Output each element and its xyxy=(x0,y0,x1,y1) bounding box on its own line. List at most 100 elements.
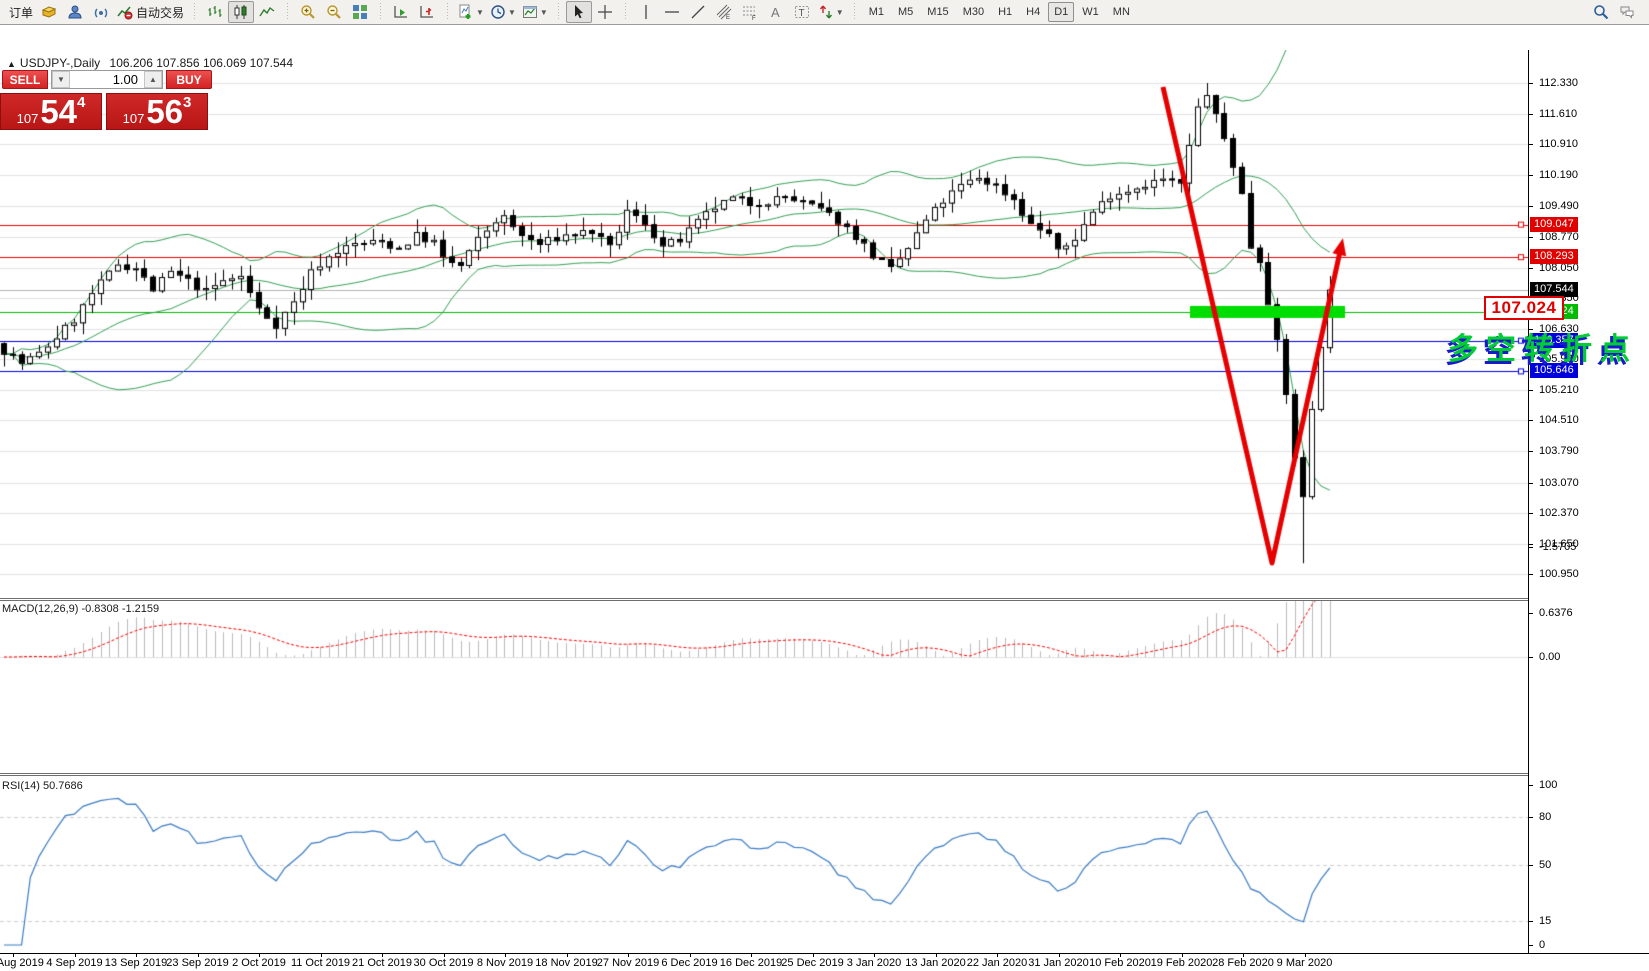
price-tick-mark xyxy=(1529,205,1533,207)
crosshair-button[interactable] xyxy=(592,1,618,23)
price-axis[interactable]: 112.330 111.610 110.910 110.190 109.490 108.7… xyxy=(1528,50,1649,953)
price-tick-label: 103.070 xyxy=(1539,476,1579,489)
templates-button[interactable]: ▼ xyxy=(519,1,551,23)
date-tick-mark xyxy=(136,954,137,957)
rsi-tick-label: 80 xyxy=(1539,811,1552,823)
vertical-line-button[interactable] xyxy=(633,1,659,23)
date-tick-mark xyxy=(1304,954,1306,957)
price-tick-label: 102.370 xyxy=(1539,506,1579,519)
periods-caret-icon: ▼ xyxy=(507,7,516,17)
buy-price-box[interactable]: 107 56 3 xyxy=(106,93,208,130)
arrows-caret-icon: ▼ xyxy=(835,7,844,17)
date-tick-mark xyxy=(320,954,322,957)
sell-price-figure: 107 xyxy=(16,111,39,126)
rsi-tick-mark xyxy=(1529,817,1533,818)
sell-price-box[interactable]: 107 54 4 xyxy=(0,93,102,130)
rsi-indicator-label: RSI(14) 50.7686 xyxy=(2,780,83,792)
timeframe-button-h1[interactable]: H1 xyxy=(998,6,1013,18)
equidistant-channel-button[interactable]: E xyxy=(711,1,737,23)
equidistant-channel-icon: E xyxy=(716,4,732,20)
date-tick-mark xyxy=(443,954,445,957)
timeframe-button-mn[interactable]: MN xyxy=(1112,6,1130,18)
text-label-button[interactable]: T xyxy=(789,1,815,23)
macd-tick-label: -1.5705 xyxy=(1539,541,1577,553)
indicators-button[interactable]: ▼ xyxy=(455,1,487,23)
toolbar-separator xyxy=(555,3,561,21)
chart-title: ▲ USDJPY-,Daily 106.206 107.856 106.069 1… xyxy=(7,56,293,70)
profile-button[interactable] xyxy=(62,1,88,23)
chart-shift-button[interactable] xyxy=(414,1,440,23)
market-book-icon[interactable] xyxy=(36,1,62,23)
price-tick-label: 100.950 xyxy=(1539,568,1579,580)
auto-scroll-button[interactable] xyxy=(388,1,414,23)
svg-text:E: E xyxy=(726,15,730,20)
date-tick-mark xyxy=(382,954,383,957)
zoom-out-icon xyxy=(327,5,341,19)
timeframe-button-h4[interactable]: H4 xyxy=(1026,6,1041,18)
volume-increase-button[interactable]: ▲ xyxy=(144,71,162,88)
timeframe-button-m15[interactable]: M15 xyxy=(927,6,949,18)
rsi-tick-label: 15 xyxy=(1539,915,1552,927)
price-tick-label: 103.790 xyxy=(1539,445,1579,458)
price-tick-label: 104.510 xyxy=(1539,414,1579,427)
sell-button[interactable]: SELL xyxy=(2,70,48,89)
rsi-tick-mark xyxy=(1529,945,1533,946)
chat-icon xyxy=(1620,6,1634,19)
horizontal-line-button[interactable] xyxy=(659,1,685,23)
zoom-in-button[interactable] xyxy=(295,1,321,23)
auto-scroll-icon xyxy=(394,6,408,18)
chat-button[interactable] xyxy=(1614,1,1640,23)
price-tick-label: 108.770 xyxy=(1539,230,1579,243)
tile-windows-button[interactable] xyxy=(347,1,373,23)
timeframe-button-w1[interactable]: W1 xyxy=(1082,6,1099,18)
date-label: 22 Jan 2020 xyxy=(966,957,1028,969)
periods-clock-icon xyxy=(491,5,505,19)
timeframe-button-d1[interactable]: D1 xyxy=(1048,2,1075,22)
templates-icon xyxy=(522,6,537,18)
chart-window: 112.330 111.610 110.910 110.190 109.490 108.7… xyxy=(0,25,1649,971)
cursor-button[interactable] xyxy=(565,1,592,23)
arrows-button[interactable]: ▼ xyxy=(815,1,847,23)
timeframe-button-m30[interactable]: M30 xyxy=(962,6,985,18)
timeframe-button-m1[interactable]: M1 xyxy=(868,6,884,18)
price-chart-canvas[interactable] xyxy=(0,50,1528,598)
date-label: 13 Sep 2019 xyxy=(104,957,168,969)
candlestick-chart-button[interactable] xyxy=(228,1,255,23)
cursor-icon xyxy=(574,5,583,19)
panel-divider[interactable] xyxy=(0,773,1649,776)
text-button[interactable]: A xyxy=(763,1,789,23)
macd-tick-mark xyxy=(1529,547,1533,548)
timeframe-button-m5[interactable]: M5 xyxy=(898,6,914,18)
buy-button[interactable]: BUY xyxy=(166,70,212,89)
rsi-tick-label: 50 xyxy=(1539,859,1552,871)
periods-button[interactable]: ▼ xyxy=(487,1,519,23)
crosshair-icon xyxy=(597,5,612,19)
turning-point-annotation[interactable]: 多空转折点 xyxy=(1448,333,1638,366)
support-price-callout[interactable]: 107.024 xyxy=(1484,296,1564,320)
buy-price-pips: 56 xyxy=(146,93,184,130)
autotrading-button[interactable]: 自动交易 xyxy=(114,1,187,23)
panel-divider[interactable] xyxy=(0,598,1649,601)
price-tick-label: 109.490 xyxy=(1539,199,1579,212)
line-chart-button[interactable] xyxy=(254,1,280,23)
date-tick-mark xyxy=(505,954,506,957)
search-button[interactable] xyxy=(1588,1,1614,23)
toolbar-separator xyxy=(851,3,857,21)
zoom-out-button[interactable] xyxy=(321,1,347,23)
new-order-button[interactable]: 订单 xyxy=(3,1,36,23)
price-tick-mark xyxy=(1529,574,1533,575)
one-click-trading-panel: SELL ▼ 1.00 ▲ BUY 107 54 4 107 56 3 xyxy=(0,70,212,130)
toolbar-separator xyxy=(622,3,628,21)
signals-button[interactable] xyxy=(88,1,114,23)
trendline-button[interactable] xyxy=(685,1,711,23)
macd-panel-canvas[interactable] xyxy=(0,601,1528,773)
rsi-panel-canvas[interactable] xyxy=(0,776,1528,951)
macd-indicator-label: MACD(12,26,9) -0.8308 -1.2159 xyxy=(2,603,160,615)
date-tick-mark xyxy=(13,954,14,957)
volume-value[interactable]: 1.00 xyxy=(112,72,138,87)
fibonacci-button[interactable]: F xyxy=(737,1,763,23)
price-line-label: 109.047 xyxy=(1530,216,1578,232)
bar-chart-button[interactable] xyxy=(202,1,228,23)
volume-decrease-button[interactable]: ▼ xyxy=(52,71,70,88)
